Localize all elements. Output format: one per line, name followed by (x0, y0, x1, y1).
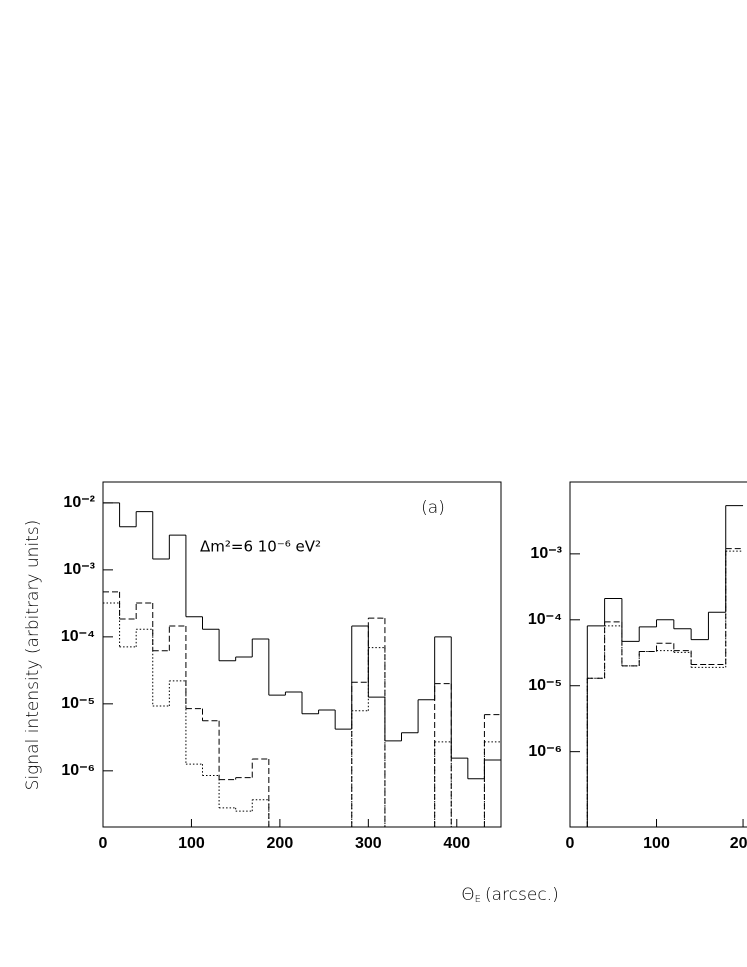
x-tick-label: 200 (267, 835, 294, 852)
x-label-subscript: E (475, 894, 481, 905)
x-tick-label: 300 (355, 835, 382, 852)
y-tick-label: 10⁻³ (63, 561, 95, 578)
y-tick-label: 10⁻⁶ (61, 762, 95, 779)
annotation: Δm²=6 10⁻⁶ eV² (200, 538, 321, 556)
x-tick-label: 100 (643, 835, 670, 852)
plot-frame (569, 481, 747, 828)
plot-frame (102, 481, 502, 828)
x-label-unit: (arcsec.) (485, 885, 559, 905)
x-tick-label: 400 (443, 835, 470, 852)
y-tick-label: 10⁻⁶ (528, 743, 562, 760)
y-tick-label: 10⁻⁴ (61, 628, 95, 645)
x-tick-label: 0 (566, 835, 575, 852)
x-tick-label: 200 (730, 835, 747, 852)
y-tick-label: 10⁻⁴ (528, 611, 562, 628)
x-label-symbol: Θ (461, 885, 474, 905)
plot-area (586, 505, 744, 827)
x-tick-label: 100 (178, 835, 205, 852)
y-tick-label: 10⁻³ (530, 545, 562, 562)
y-tick-label: 10⁻⁵ (528, 677, 562, 694)
y-tick-label: 10⁻² (63, 494, 95, 511)
x-tick-label: 0 (99, 835, 108, 852)
panel-label: (a) (421, 498, 445, 518)
plot-area (103, 502, 501, 827)
y-axis-label: Signal intensity (arbitrary units) (23, 520, 43, 791)
x-axis-label: ΘE (arcsec.) (461, 885, 558, 905)
y-tick-label: 10⁻⁵ (61, 695, 95, 712)
